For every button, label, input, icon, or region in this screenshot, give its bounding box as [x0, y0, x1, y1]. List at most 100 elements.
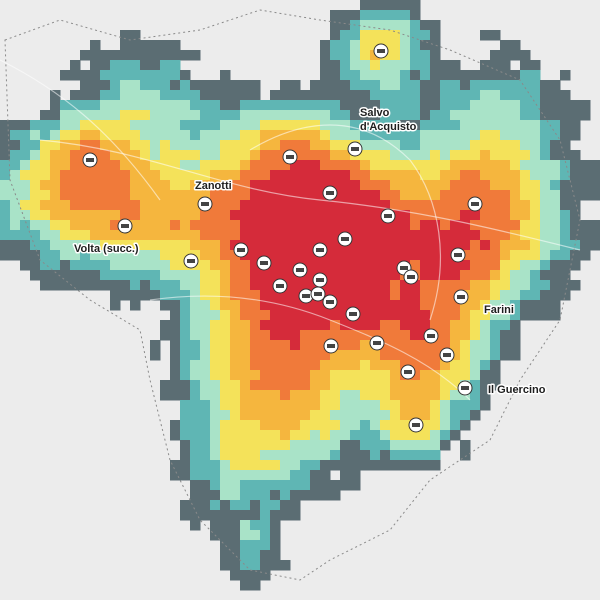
- heat-cell: [350, 370, 361, 381]
- heat-cell: [190, 380, 201, 391]
- heat-cell: [500, 50, 511, 61]
- heat-cell: [530, 60, 541, 71]
- heat-cell: [490, 370, 501, 381]
- heat-cell: [260, 360, 271, 371]
- heat-cell: [490, 270, 501, 281]
- heat-cell: [420, 30, 431, 41]
- heat-cell: [20, 190, 31, 201]
- heat-cell: [280, 140, 291, 151]
- heat-cell: [270, 90, 281, 101]
- heat-cell: [200, 90, 211, 101]
- heat-cell: [470, 160, 481, 171]
- heat-cell: [230, 140, 241, 151]
- heat-cell: [100, 110, 111, 121]
- heat-cell: [150, 240, 161, 251]
- heat-cell: [260, 420, 271, 431]
- heat-cell: [0, 120, 11, 131]
- heat-cell: [120, 130, 131, 141]
- heat-cell: [440, 150, 451, 161]
- heat-cell: [90, 250, 101, 261]
- heat-cell: [450, 160, 461, 171]
- heat-cell: [60, 130, 71, 141]
- heat-cell: [110, 180, 121, 191]
- heat-cell: [480, 400, 491, 411]
- heat-cell: [230, 540, 241, 551]
- heat-cell: [90, 190, 101, 201]
- heat-cell: [460, 200, 471, 211]
- heat-cell: [260, 160, 271, 171]
- heat-cell: [80, 120, 91, 131]
- heat-cell: [360, 240, 371, 251]
- heat-cell: [400, 250, 411, 261]
- heat-cell: [540, 120, 551, 131]
- heat-cell: [160, 170, 171, 181]
- heat-cell: [400, 140, 411, 151]
- heat-cell: [390, 390, 401, 401]
- heat-cell: [450, 380, 461, 391]
- heat-cell: [250, 300, 261, 311]
- heat-cell: [550, 190, 561, 201]
- heat-cell: [320, 470, 331, 481]
- heat-cell: [410, 260, 421, 271]
- heat-cell: [110, 200, 121, 211]
- heat-cell: [400, 230, 411, 241]
- heat-cell: [240, 120, 251, 131]
- heat-cell: [460, 170, 471, 181]
- heat-cell: [190, 140, 201, 151]
- heat-cell: [220, 490, 231, 501]
- heat-cell: [340, 270, 351, 281]
- heat-cell: [510, 290, 521, 301]
- heat-cell: [280, 490, 291, 501]
- heat-cell: [50, 100, 61, 111]
- heat-cell: [290, 280, 301, 291]
- heat-cell: [500, 180, 511, 191]
- heat-cell: [390, 340, 401, 351]
- heat-cell: [240, 390, 251, 401]
- heat-cell: [200, 270, 211, 281]
- heat-cell: [470, 300, 481, 311]
- heat-cell: [150, 100, 161, 111]
- heat-cell: [230, 180, 241, 191]
- heat-cell: [320, 200, 331, 211]
- heat-cell: [290, 220, 301, 231]
- heat-cell: [460, 180, 471, 191]
- heat-cell: [380, 0, 391, 11]
- heat-cell: [310, 100, 321, 111]
- heat-cell: [330, 390, 341, 401]
- heat-cell: [380, 60, 391, 71]
- heat-cell: [200, 370, 211, 381]
- heat-cell: [450, 190, 461, 201]
- heat-cell: [260, 270, 271, 281]
- heat-cell: [240, 550, 251, 561]
- heat-cell: [260, 230, 271, 241]
- heat-cell: [110, 170, 121, 181]
- heat-cell: [320, 360, 331, 371]
- heat-cell: [110, 160, 121, 171]
- school-icon-glyph: [187, 259, 195, 263]
- heat-cell: [520, 270, 531, 281]
- heat-cell: [450, 220, 461, 231]
- heat-cell: [430, 140, 441, 151]
- heat-cell: [510, 310, 521, 321]
- heat-cell: [210, 510, 221, 521]
- heat-cell: [310, 150, 321, 161]
- heat-cell: [590, 180, 600, 191]
- heat-cell: [430, 200, 441, 211]
- heat-cell: [240, 210, 251, 221]
- heat-cell: [230, 330, 241, 341]
- heat-cell: [520, 250, 531, 261]
- heat-cell: [390, 120, 401, 131]
- heat-cell: [370, 310, 381, 321]
- heat-cell: [420, 270, 431, 281]
- heat-cell: [400, 290, 411, 301]
- heat-cell: [210, 210, 221, 221]
- heat-cell: [300, 450, 311, 461]
- heat-cell: [330, 210, 341, 221]
- heat-cell: [140, 60, 151, 71]
- heat-cell: [380, 380, 391, 391]
- heat-cell: [70, 210, 81, 221]
- school-icon-glyph: [286, 155, 294, 159]
- school-icon-glyph: [316, 278, 324, 282]
- heat-cell: [540, 130, 551, 141]
- heat-cell: [510, 340, 521, 351]
